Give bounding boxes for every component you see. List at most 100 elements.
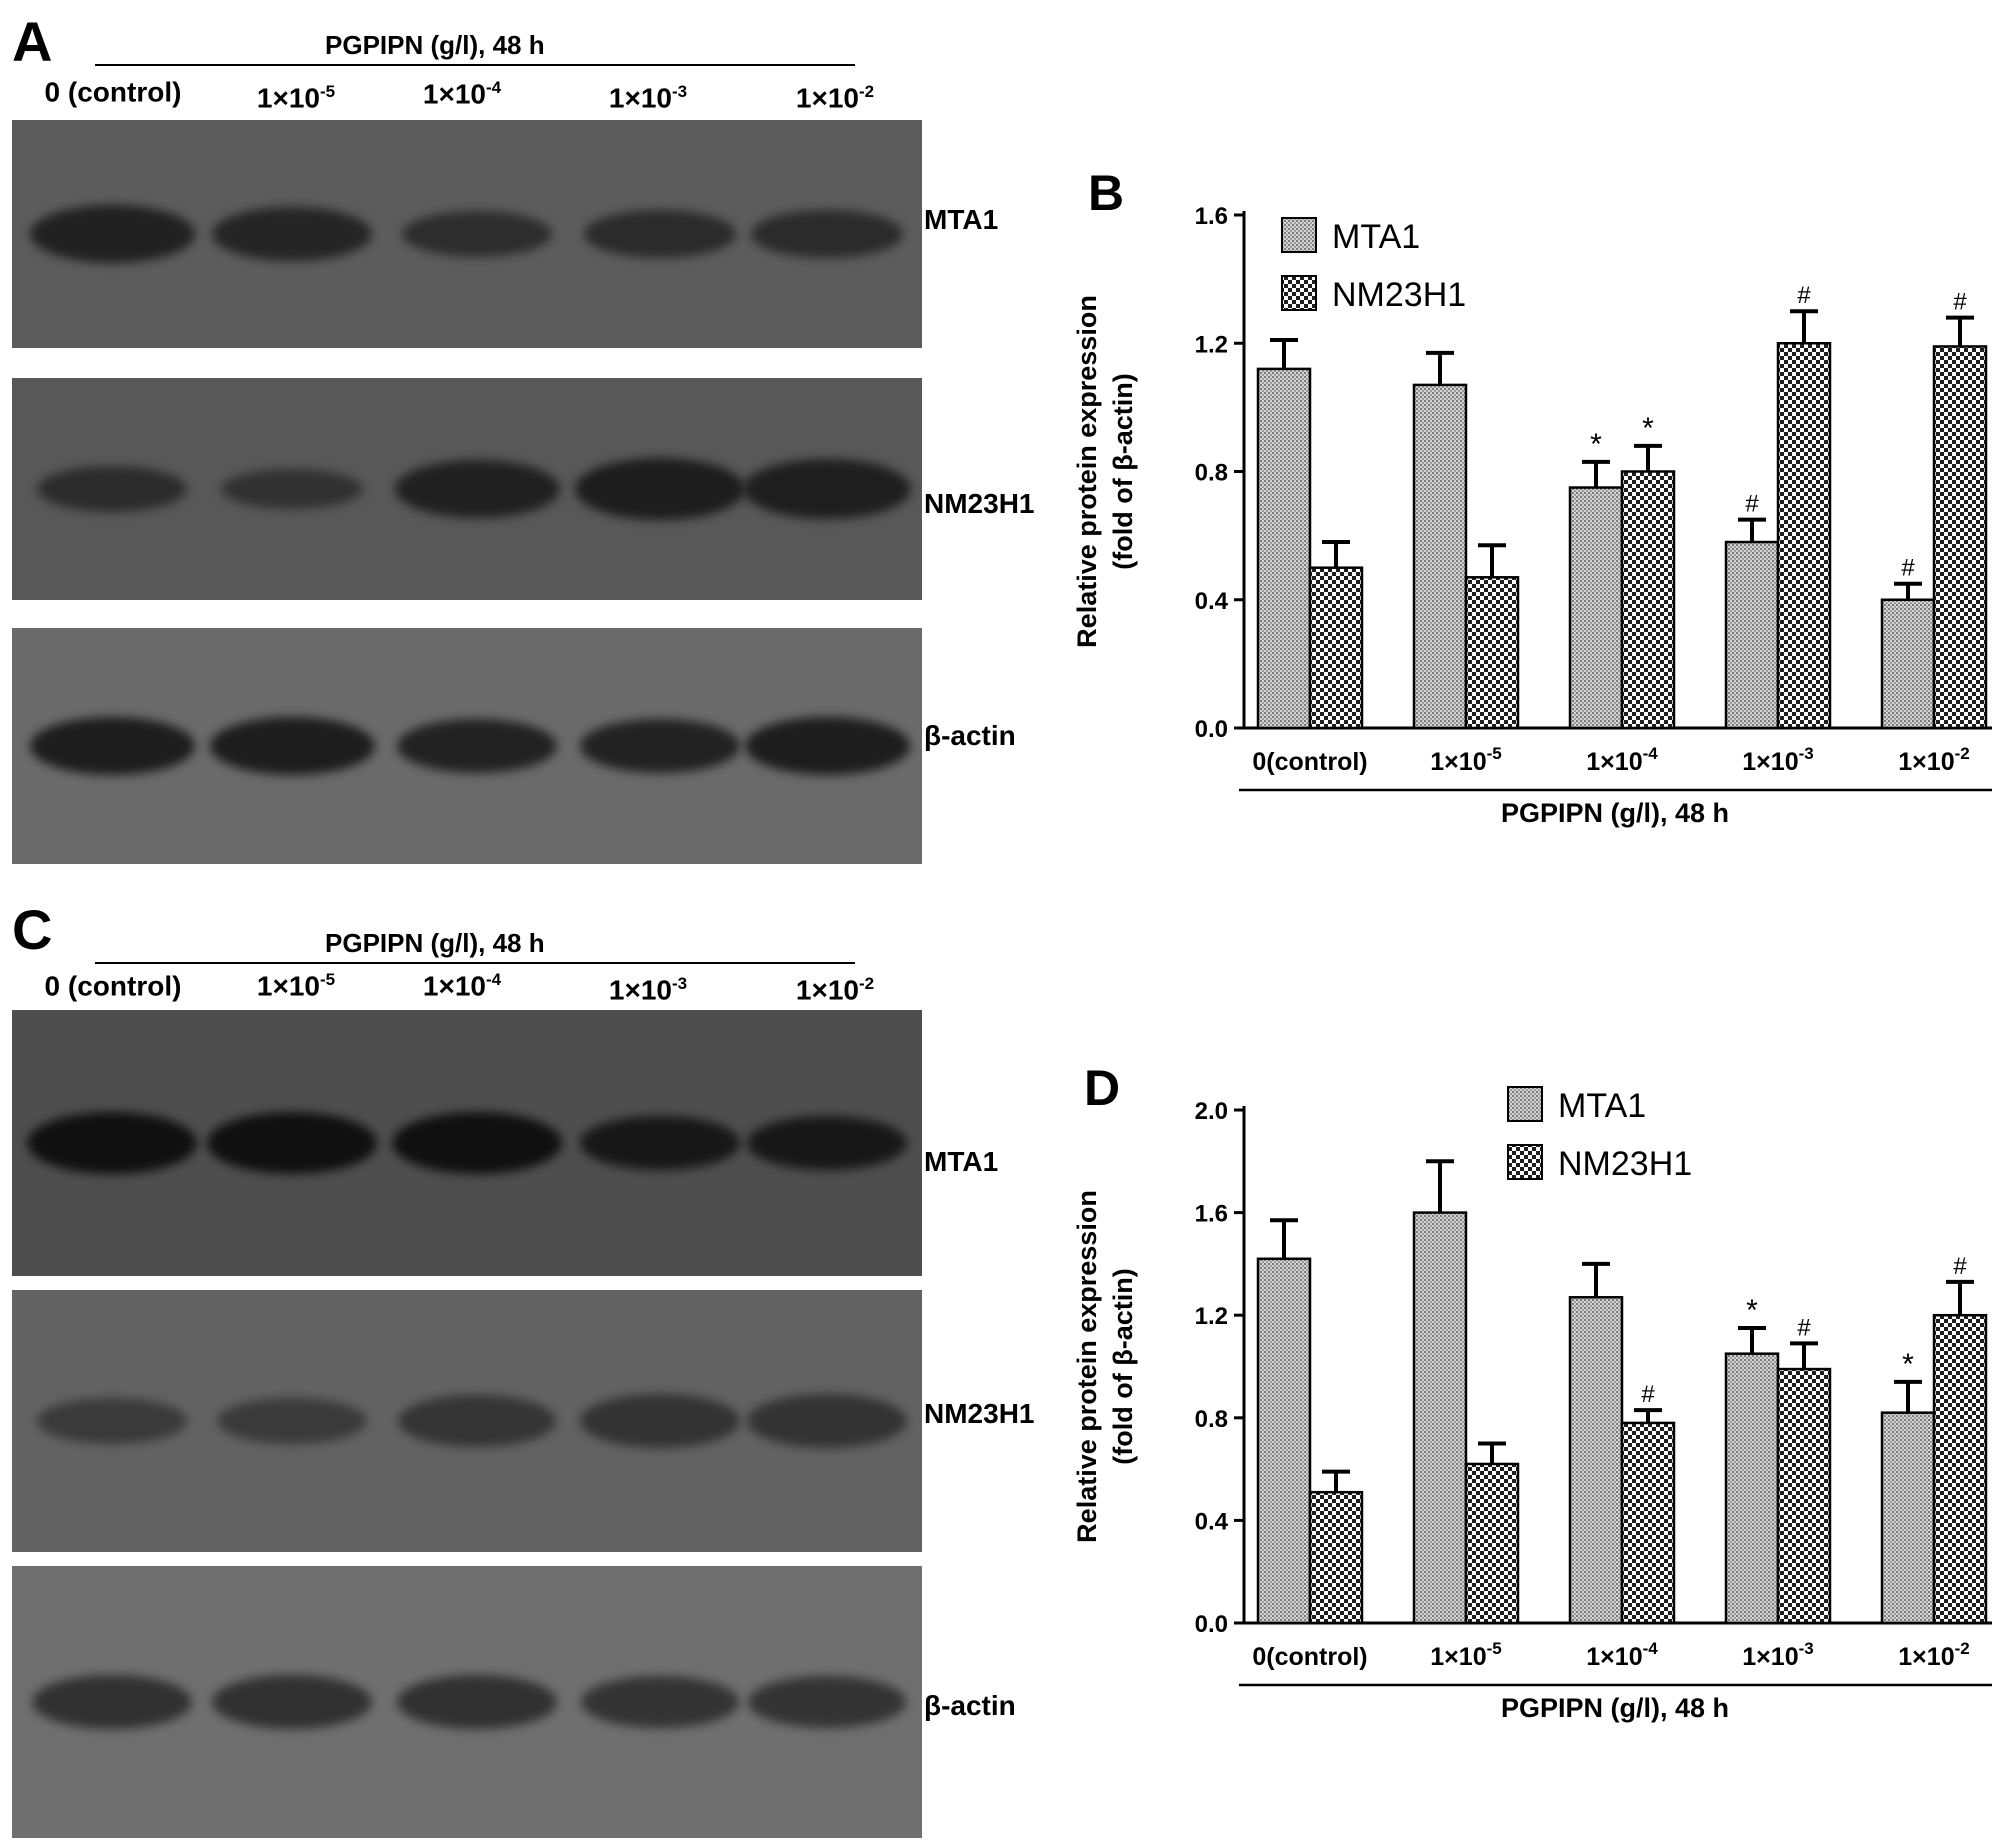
y-tick-label: 1.6 bbox=[1195, 203, 1228, 230]
blot-band bbox=[580, 1394, 740, 1448]
significance-mark: # bbox=[1745, 491, 1759, 518]
y-tick-label: 0.4 bbox=[1195, 1508, 1229, 1535]
y-tick-label: 1.2 bbox=[1195, 1303, 1228, 1330]
x-tick-label: 1×10-4 bbox=[1586, 1639, 1658, 1671]
blot-band bbox=[581, 1676, 739, 1728]
bar bbox=[1308, 1490, 1364, 1625]
legend-label: MTA1 bbox=[1558, 1087, 1646, 1125]
blot-band bbox=[750, 210, 904, 258]
blot-band bbox=[748, 1676, 906, 1728]
lane-label: 1×10-2 bbox=[795, 974, 875, 1006]
blot-band bbox=[398, 1395, 556, 1447]
plot-area: 0.0 0.4 0.8 1.2 1.6 2.0 Relative protein expre… bbox=[1072, 1086, 1992, 1723]
x-tick-label: 1×10-3 bbox=[1742, 1639, 1813, 1671]
y-tick-label: 2.0 bbox=[1195, 1098, 1228, 1125]
y-tick-label: 0.0 bbox=[1195, 1611, 1228, 1638]
significance-mark: # bbox=[1901, 555, 1915, 582]
bar bbox=[1880, 1411, 1936, 1625]
significance-mark: # bbox=[1797, 1314, 1811, 1341]
significance-mark: # bbox=[1641, 1381, 1655, 1408]
x-tick-label: 1×10-4 bbox=[1586, 744, 1658, 776]
lane-label: 0 (control) bbox=[44, 76, 182, 108]
blot-strip-beta-actin bbox=[12, 1566, 922, 1838]
blot-band bbox=[29, 717, 195, 775]
blot-band bbox=[397, 719, 557, 773]
header-rule bbox=[95, 64, 855, 66]
blot-band bbox=[209, 717, 375, 775]
lane-label: 1×10-5 bbox=[256, 970, 336, 1002]
legend-label: NM23H1 bbox=[1332, 276, 1466, 314]
lane-label: 0 (control) bbox=[44, 970, 182, 1002]
bar bbox=[1412, 1211, 1468, 1625]
blot-band bbox=[394, 460, 560, 518]
bar bbox=[1308, 566, 1364, 730]
blot-band bbox=[747, 1116, 907, 1170]
significance-mark: * bbox=[1746, 1294, 1758, 1327]
lane-label: 1×10-2 bbox=[795, 82, 875, 114]
protein-label-mta1: MTA1 bbox=[924, 204, 999, 235]
blot-band bbox=[402, 211, 552, 257]
blot-band bbox=[212, 1675, 372, 1729]
blot-band bbox=[32, 1675, 192, 1729]
x-axis-label: PGPIPN (g/l), 48 h bbox=[1501, 1693, 1729, 1723]
header-rule bbox=[95, 962, 855, 964]
significance-mark: # bbox=[1953, 289, 1967, 316]
blot-band bbox=[747, 1394, 907, 1448]
panel-letter-c: C bbox=[12, 898, 53, 961]
y-tick-label: 0.4 bbox=[1195, 588, 1229, 615]
significance-mark: * bbox=[1590, 428, 1602, 461]
blot-band bbox=[392, 1112, 562, 1174]
blot-band bbox=[743, 459, 911, 519]
y-axis-label: Relative protein expression (fold of β-ac… bbox=[1072, 295, 1138, 648]
x-tick-label: 1×10-5 bbox=[1430, 744, 1501, 776]
legend-swatch bbox=[1281, 275, 1317, 311]
plot-area: 0.0 0.4 0.8 1.2 1.6 Relative protein expressi… bbox=[1072, 203, 1992, 828]
blot-band bbox=[207, 1112, 377, 1174]
bar bbox=[1724, 540, 1780, 730]
blot-header: PGPIPN (g/l), 48 h bbox=[325, 928, 545, 958]
legend-label: NM23H1 bbox=[1558, 1145, 1692, 1183]
bar bbox=[1880, 598, 1936, 730]
x-tick-label: 0(control) bbox=[1252, 748, 1367, 776]
panel-letter-a: A bbox=[12, 10, 53, 73]
bar-chart-d: D 0.0 0.4 0.8 1.2 1.6 2.0 Relative protein exp… bbox=[1072, 1060, 1992, 1723]
blot-band bbox=[580, 719, 740, 773]
bar bbox=[1776, 1367, 1832, 1625]
protein-label-beta-actin: β-actin bbox=[924, 720, 1016, 751]
panel-letter-b: B bbox=[1088, 165, 1124, 221]
bar bbox=[1724, 1352, 1780, 1625]
y-tick-label: 0.8 bbox=[1195, 1406, 1228, 1433]
blot-band bbox=[744, 717, 910, 775]
y-tick-label: 1.2 bbox=[1195, 331, 1228, 358]
blot-band bbox=[29, 205, 195, 263]
lane-label: 1×10-4 bbox=[422, 970, 502, 1002]
legend-swatch bbox=[1507, 1086, 1543, 1122]
protein-label-mta1: MTA1 bbox=[924, 1146, 999, 1177]
blot-band bbox=[37, 1398, 187, 1444]
blot-band bbox=[212, 207, 372, 261]
significance-mark: # bbox=[1797, 282, 1811, 309]
bar bbox=[1932, 345, 1988, 730]
blot-band bbox=[217, 1398, 367, 1444]
panel-letter-d: D bbox=[1084, 1060, 1120, 1116]
protein-label-nm23h1: NM23H1 bbox=[924, 1398, 1035, 1429]
bar bbox=[1568, 486, 1624, 730]
bar bbox=[1412, 383, 1468, 730]
blot-band bbox=[220, 469, 364, 509]
blot-strip-mta1 bbox=[12, 1010, 922, 1276]
bar bbox=[1620, 1421, 1676, 1625]
bar bbox=[1464, 1462, 1520, 1625]
y-tick-label: 1.6 bbox=[1195, 1201, 1228, 1228]
lane-label: 1×10-3 bbox=[608, 82, 688, 114]
blot-band bbox=[27, 1112, 197, 1174]
legend-swatch bbox=[1281, 217, 1317, 253]
blot-header: PGPIPN (g/l), 48 h bbox=[325, 30, 545, 60]
bar-chart-b: B 0.0 0.4 0.8 1.2 1.6 Relative protein expres… bbox=[1072, 165, 1992, 828]
x-tick-label: 1×10-2 bbox=[1898, 744, 1969, 776]
blot-strip-mta1 bbox=[12, 120, 922, 348]
blot-strip-nm23h1 bbox=[12, 1290, 922, 1552]
blot-strip-beta-actin bbox=[12, 628, 922, 864]
blot-band bbox=[37, 466, 187, 512]
blot-band bbox=[575, 458, 745, 520]
legend-swatch bbox=[1507, 1144, 1543, 1180]
